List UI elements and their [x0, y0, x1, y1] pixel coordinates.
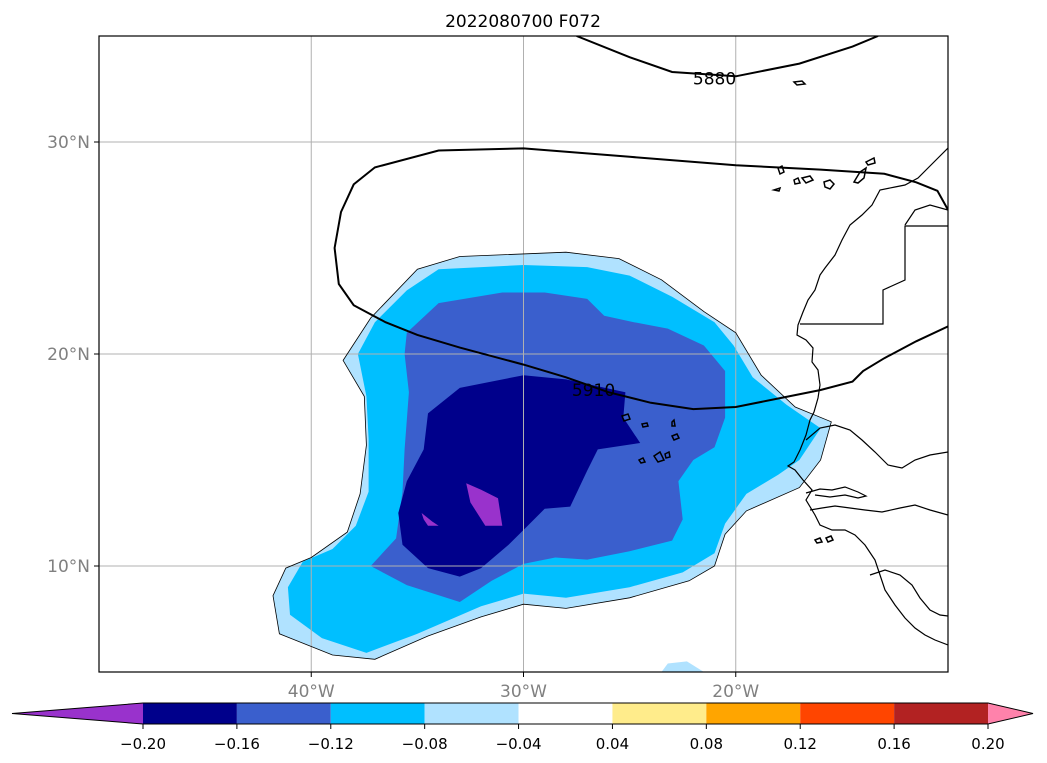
coastline-africa-inner	[800, 225, 948, 325]
height-contour-lines	[333, 36, 948, 411]
coastline-sierra-leone	[869, 569, 948, 617]
colorbar-tick-label-8: 0.16	[877, 735, 910, 753]
filled-contour-3	[398, 375, 641, 577]
island-canary-7	[771, 186, 782, 192]
colorbar-tick-label-0: −0.20	[120, 735, 166, 753]
filled-contour-4	[466, 483, 503, 526]
island-cape-verde-7	[664, 450, 671, 459]
filled-contour-5	[421, 513, 439, 526]
colorbar-tick-label-3: −0.08	[402, 735, 448, 753]
coastline-gambia	[805, 486, 868, 499]
colorbar-tick-label-4: −0.04	[496, 735, 542, 753]
x-tick-label-2: 20°W	[712, 682, 759, 702]
x-axis: 40°W 30°W 20°W	[288, 672, 759, 702]
coastline-africa	[786, 147, 948, 646]
island-canary-6	[864, 156, 876, 166]
colorbar-tick-label-2: −0.12	[308, 735, 354, 753]
colorbar-swatch-4	[424, 703, 519, 724]
contour-outline-outer	[272, 251, 832, 660]
y-tick-label-2: 30°N	[47, 133, 90, 153]
gridlines	[99, 36, 948, 672]
y-axis: 10°N 20°N 30°N	[47, 133, 99, 577]
colorbar-swatch-6	[612, 703, 707, 724]
colorbar-swatch-5	[518, 703, 613, 724]
colorbar-swatch-9	[894, 703, 988, 724]
island-cape-verde-4	[670, 433, 681, 441]
colorbar-tick-label-5: 0.04	[596, 735, 629, 753]
x-tick-label-0: 40°W	[288, 682, 335, 702]
chart-title: 2022080700 F072	[445, 12, 601, 32]
contour-labels: 5880 5910	[572, 69, 736, 401]
islands	[621, 80, 876, 544]
colorbar-swatch-1	[143, 703, 237, 724]
contour-outlines	[272, 251, 832, 660]
coastlines	[786, 147, 948, 646]
island-cape-verde-6	[652, 450, 666, 463]
island-bissagos	[813, 535, 835, 544]
island-cape-verde-5	[637, 456, 647, 464]
contour-label-0: 5880	[693, 69, 736, 89]
colorbar-swatch-8	[800, 703, 895, 724]
y-tick-label-0: 10°N	[47, 557, 90, 577]
colorbar: −0.20 −0.16 −0.12 −0.08 −0.04 0.04 0.08 0.12 0.1…	[11, 702, 1034, 753]
coastline-morocco	[904, 204, 948, 226]
island-canary-2	[793, 176, 802, 185]
island-canary-4	[823, 179, 836, 190]
island-canary-5	[852, 166, 868, 184]
colorbar-swatch-0	[12, 703, 143, 724]
colorbar-tick-label-9: 0.20	[971, 735, 1004, 753]
colorbar-swatch-3	[330, 703, 425, 724]
contour-label-1: 5910	[572, 381, 615, 401]
x-tick-label-1: 30°W	[500, 682, 547, 702]
island-canary-3	[800, 175, 815, 184]
island-madeira	[792, 80, 807, 86]
height-contour-5880	[576, 36, 879, 78]
colorbar-swatch-2	[236, 703, 331, 724]
island-cape-verde-2	[641, 422, 649, 428]
filled-contours	[273, 252, 832, 672]
colorbar-tick-label-6: 0.08	[690, 735, 723, 753]
height-contour-5910	[333, 147, 948, 411]
colorbar-tick-label-7: 0.12	[784, 735, 817, 753]
colorbar-swatch-10	[988, 703, 1033, 724]
island-cape-verde-1	[621, 413, 631, 422]
colorbar-swatch-7	[706, 703, 801, 724]
island-cape-verde-3	[671, 418, 676, 427]
y-tick-label-1: 20°N	[47, 345, 90, 365]
colorbar-tick-label-1: −0.16	[214, 735, 260, 753]
filled-contour-6	[661, 661, 704, 672]
coastline-senegal-border	[809, 504, 948, 516]
